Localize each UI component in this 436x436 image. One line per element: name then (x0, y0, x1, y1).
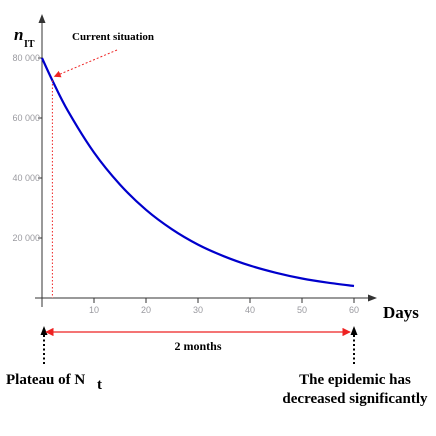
series-line (41, 57, 355, 288)
x-axis-arrow (368, 294, 377, 302)
x-tick-label: 40 (245, 305, 255, 315)
plateau-label-subscript: t (97, 377, 102, 393)
x-tick-label: 60 (349, 305, 359, 315)
y-tick-label: 40 000 (12, 173, 40, 183)
y-axis-title: n (14, 25, 23, 44)
y-axis-arrow (38, 14, 46, 23)
x-ticks-group: 10 20 30 40 50 60 (89, 298, 359, 315)
x-tick-label: 50 (297, 305, 307, 315)
x-tick-label: 20 (141, 305, 151, 315)
x-axis-title: Days (383, 303, 419, 322)
y-axis-title-subscript: IT (24, 39, 35, 50)
current-situation-label: Current situation (72, 31, 154, 43)
epidemic-label-line1: The epidemic has (299, 372, 411, 388)
x-tick-label: 30 (193, 305, 203, 315)
current-situation-pointer-arrow (53, 49, 118, 78)
x-tick-label: 10 (89, 305, 99, 315)
y-tick-label: 20 000 (12, 233, 40, 243)
y-ticks-group: 20 000 40 000 60 000 80 000 (12, 53, 42, 243)
epidemic-decreased-marker-arrow (350, 326, 358, 364)
epidemic-label-line2: decreased significantly (282, 391, 428, 407)
y-tick-label: 60 000 (12, 113, 40, 123)
y-tick-label: 80 000 (12, 53, 40, 63)
duration-label: 2 months (174, 339, 221, 353)
plateau-label: Plateau of N (6, 372, 85, 388)
